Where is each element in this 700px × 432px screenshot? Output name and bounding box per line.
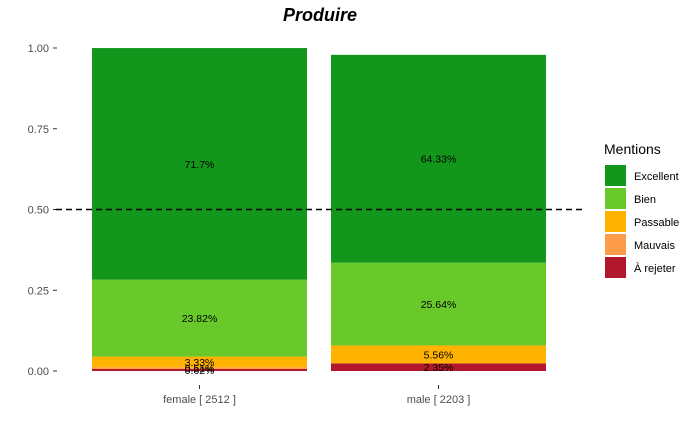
bar-segment bbox=[92, 367, 307, 369]
y-tick-label: 0.75 bbox=[28, 124, 49, 136]
data-label: 71.7% bbox=[185, 159, 215, 171]
data-label: 64.33% bbox=[421, 154, 457, 166]
legend-swatch bbox=[605, 165, 626, 186]
data-label: 0.62% bbox=[185, 365, 215, 377]
x-axis: female [ 2512 ] male [ 2203 ] bbox=[163, 385, 470, 406]
bar-segment bbox=[331, 363, 546, 371]
legend-label: Mauvais bbox=[634, 240, 675, 252]
chart-title: Produire bbox=[283, 5, 357, 25]
y-axis: 0.00 0.25 0.50 0.75 1.00 bbox=[28, 43, 57, 378]
legend-swatch bbox=[605, 257, 626, 278]
bar-segment bbox=[331, 262, 546, 346]
legend-title: Mentions bbox=[604, 141, 661, 157]
data-label: 0.51% bbox=[185, 363, 215, 375]
x-tick-label: male [ 2203 ] bbox=[407, 394, 471, 406]
bar-segment bbox=[92, 48, 307, 280]
y-tick-label: 0.50 bbox=[28, 205, 49, 217]
legend: Mentions Excellent Bien Passable Mauvais À r… bbox=[604, 141, 679, 278]
bar-segment bbox=[92, 368, 307, 371]
legend-label: À rejeter bbox=[634, 262, 676, 275]
bars bbox=[92, 48, 546, 371]
data-label: 5.56% bbox=[424, 349, 454, 361]
bar-segment bbox=[331, 345, 546, 364]
legend-label: Excellent bbox=[634, 171, 679, 183]
legend-label: Bien bbox=[634, 194, 656, 206]
y-tick-label: 0.00 bbox=[28, 366, 49, 378]
bar-segment bbox=[331, 54, 546, 263]
legend-swatch bbox=[605, 188, 626, 209]
legend-label: Passable bbox=[634, 217, 679, 229]
bar-labels: 0.62%0.51%3.33% 23.82% 71.7% 2.35%5.56% 25.6… bbox=[182, 154, 457, 377]
data-label: 3.33% bbox=[185, 357, 215, 369]
y-tick-label: 1.00 bbox=[28, 43, 49, 55]
data-label: 23.82% bbox=[182, 313, 218, 325]
bar-segment bbox=[92, 279, 307, 357]
legend-swatch bbox=[605, 211, 626, 232]
x-tick-label: female [ 2512 ] bbox=[163, 394, 236, 406]
bar-segment bbox=[92, 356, 307, 368]
data-label: 2.35% bbox=[424, 362, 454, 374]
data-label: 25.64% bbox=[421, 299, 457, 311]
legend-swatch bbox=[605, 234, 626, 255]
y-tick-label: 0.25 bbox=[28, 285, 49, 297]
